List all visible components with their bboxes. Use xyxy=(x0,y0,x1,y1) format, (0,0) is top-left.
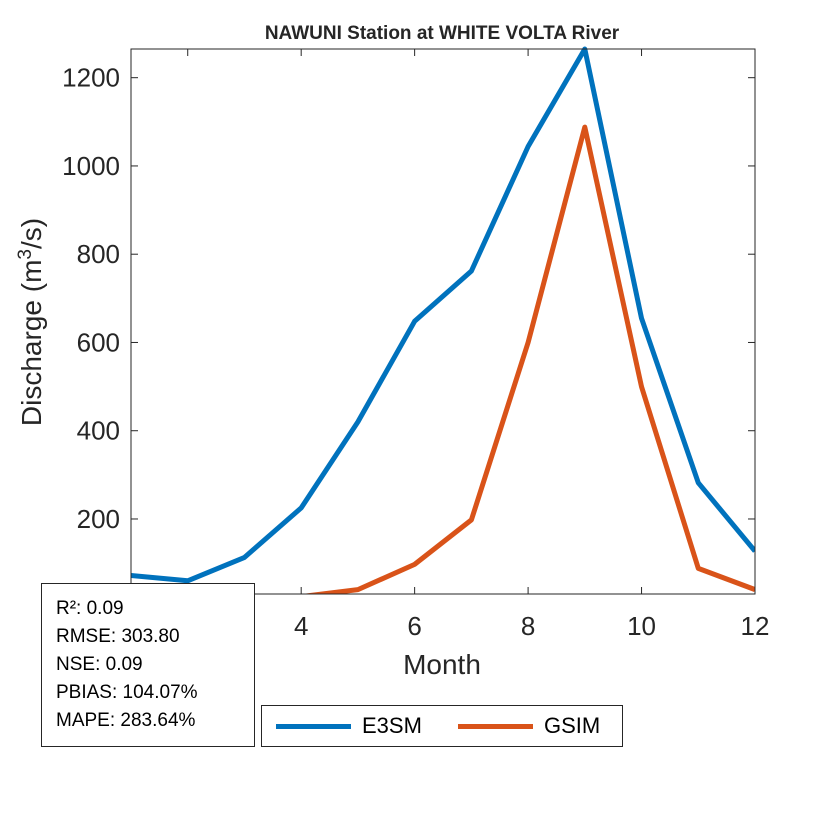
series-line-e3sm xyxy=(131,46,755,584)
series-layer xyxy=(131,46,755,594)
legend: E3SM GSIM xyxy=(261,705,623,747)
legend-label-gsim: GSIM xyxy=(544,713,601,738)
x-tick-label: 12 xyxy=(741,611,770,641)
stats-rmse: RMSE: 303.80 xyxy=(56,626,180,647)
y-tick-label: 1000 xyxy=(62,151,120,181)
x-tick-label: 8 xyxy=(521,611,535,641)
y-axis-label: Discharge (m3/s) xyxy=(15,218,48,426)
stats-box: R²: 0.09 RMSE: 303.80 NSE: 0.09 PBIAS: 1… xyxy=(41,583,255,747)
x-tick-label: 4 xyxy=(294,611,308,641)
chart-title: NAWUNI Station at WHITE VOLTA River xyxy=(265,23,620,44)
legend-item-gsim: GSIM xyxy=(458,706,600,746)
stats-mape: MAPE: 283.64% xyxy=(56,710,196,731)
y-tick-label: 1200 xyxy=(62,63,120,93)
y-tick-label: 400 xyxy=(77,416,120,446)
x-axis-label: Month xyxy=(403,649,481,680)
x-tick-label: 6 xyxy=(407,611,421,641)
legend-label-e3sm: E3SM xyxy=(362,713,422,738)
legend-swatch-gsim xyxy=(458,723,533,729)
ticks-layer: 2468101220040060080010001200 xyxy=(62,49,769,641)
x-tick-label: 10 xyxy=(627,611,656,641)
stats-pbias: PBIAS: 104.07% xyxy=(56,682,198,703)
legend-swatch-e3sm xyxy=(276,723,351,729)
stats-r2: R²: 0.09 xyxy=(56,598,124,619)
series-line-gsim xyxy=(301,124,755,594)
plot-area: 2468101220040060080010001200 xyxy=(62,46,769,641)
y-tick-label: 200 xyxy=(77,504,120,534)
y-tick-label: 800 xyxy=(77,239,120,269)
y-tick-label: 600 xyxy=(77,327,120,357)
legend-item-e3sm: E3SM xyxy=(276,706,422,746)
stats-nse: NSE: 0.09 xyxy=(56,654,143,675)
axes-box xyxy=(130,48,756,595)
